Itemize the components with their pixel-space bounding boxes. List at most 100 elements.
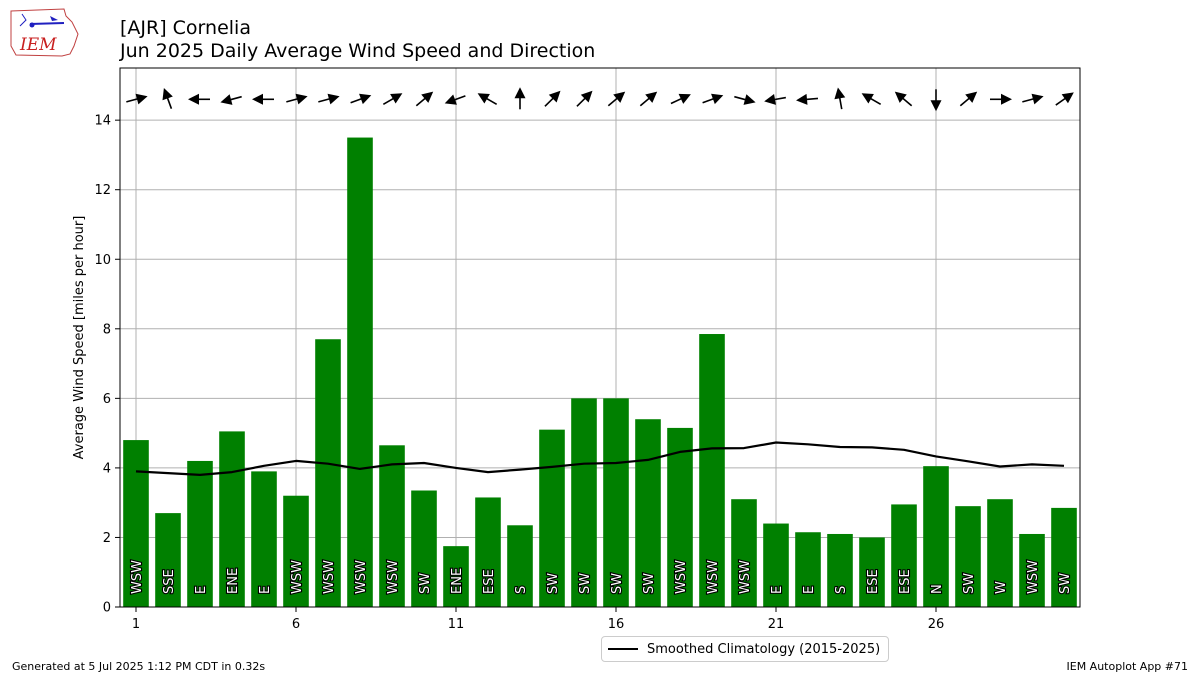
arrow-shaft — [702, 97, 715, 104]
wind-speed-bar — [923, 466, 949, 607]
wind-direction-arrow — [959, 91, 978, 107]
direction-label: E — [194, 586, 209, 594]
wind-direction-arrow — [318, 93, 340, 105]
wind-speed-bar — [763, 523, 789, 607]
direction-label: SW — [610, 573, 625, 594]
x-tick-label: 21 — [768, 617, 785, 632]
direction-label: ENE — [226, 568, 241, 594]
wind-speed-bar — [251, 471, 277, 607]
arrow-shaft — [639, 97, 651, 107]
wind-speed-bar — [731, 499, 757, 607]
arrow-head — [1061, 92, 1074, 104]
wind-speed-bar — [987, 499, 1013, 607]
wind-speed-bar — [955, 506, 981, 607]
direction-label: WSW — [738, 560, 753, 594]
direction-label: ENE — [450, 568, 465, 594]
y-tick-label: 8 — [103, 322, 111, 337]
y-tick-label: 6 — [103, 392, 111, 407]
arrow-shaft — [318, 98, 331, 103]
arrow-shaft — [901, 97, 913, 107]
wind-direction-arrow — [382, 93, 403, 105]
arrow-head — [162, 88, 173, 101]
arrow-shaft — [485, 97, 498, 105]
wind-speed-bar — [379, 445, 405, 607]
wind-direction-arrow — [514, 87, 526, 110]
arrow-shaft — [805, 97, 819, 101]
direction-label: SW — [418, 573, 433, 594]
arrow-head — [894, 91, 907, 103]
arrow-head — [678, 93, 691, 104]
direction-label: S — [834, 586, 849, 594]
direction-label: WSW — [1026, 560, 1041, 594]
arrow-shaft — [670, 97, 683, 105]
wind-direction-arrow — [930, 89, 942, 112]
wind-direction-arrow — [1055, 92, 1074, 106]
direction-label: WSW — [290, 560, 305, 594]
arrow-shaft — [126, 98, 139, 103]
iem-logo: IEM — [8, 6, 80, 60]
arrow-head — [220, 94, 233, 105]
arrow-shaft — [773, 96, 786, 101]
wind-speed-bar — [635, 419, 661, 607]
direction-label: E — [770, 586, 785, 594]
direction-label: S — [514, 586, 529, 594]
arrow-shaft — [838, 97, 843, 110]
arrow-head — [390, 93, 403, 104]
wind-speed-bar — [315, 339, 341, 607]
direction-label: N — [930, 584, 945, 594]
arrow-head — [252, 93, 263, 105]
wind-speed-bar — [827, 533, 853, 607]
wind-speed-bar — [411, 490, 437, 607]
arrow-head — [796, 93, 808, 105]
x-tick-label: 1 — [132, 617, 140, 632]
x-tick-label: 11 — [448, 617, 465, 632]
arrow-head — [965, 91, 978, 103]
arrow-shaft — [959, 97, 971, 107]
arrow-shaft — [1055, 97, 1067, 106]
wind-speed-bar — [603, 398, 629, 607]
arrow-shaft — [382, 97, 395, 105]
wind-speed-bar — [283, 495, 309, 607]
arrow-shaft — [576, 97, 586, 107]
wind-direction-arrow — [576, 90, 593, 107]
arrow-shaft — [166, 97, 173, 109]
y-axis-label: Average Wind Speed [miles per hour] — [72, 216, 87, 460]
wind-speed-bar — [187, 460, 213, 607]
wind-direction-arrow — [607, 91, 626, 107]
wind-direction-arrow — [544, 90, 561, 107]
wind-direction-arrow — [444, 94, 466, 105]
x-tick-label: 6 — [292, 617, 300, 632]
wind-direction-arrow — [734, 94, 756, 105]
wind-arrows-layer — [126, 87, 1074, 112]
wind-speed-bar — [347, 137, 373, 607]
arrow-shaft — [734, 95, 747, 101]
arrow-shaft — [869, 97, 882, 105]
arrow-head — [444, 94, 457, 105]
wind-direction-arrow — [702, 93, 724, 105]
wind-speed-bar — [571, 398, 597, 607]
direction-label: SW — [546, 573, 561, 594]
x-tick-label: 26 — [928, 617, 945, 632]
bars-layer — [123, 137, 1077, 607]
chart-subtitle: Jun 2025 Daily Average Wind Speed and Di… — [120, 40, 596, 62]
wind-speed-bar — [1019, 533, 1045, 607]
arrow-head — [477, 93, 490, 104]
footer-app: IEM Autoplot App #71 — [1066, 660, 1189, 673]
direction-label: SW — [962, 573, 977, 594]
wind-speed-bar — [443, 546, 469, 607]
legend-line-swatch — [608, 648, 638, 650]
x-tick-label: 16 — [608, 617, 625, 632]
direction-labels-layer: WSW SSE E ENE E WSW WSW WSW WSW SW ENE ESE S SW SW SW SW… — [129, 559, 1074, 595]
wind-direction-arrow — [1022, 93, 1044, 105]
arrow-head — [295, 93, 308, 105]
wind-speed-bar — [123, 440, 149, 607]
arrow-head — [711, 93, 724, 105]
arrow-head — [514, 87, 526, 99]
direction-label: W — [994, 581, 1009, 594]
direction-label: WSW — [386, 560, 401, 594]
direction-label: WSW — [354, 560, 369, 594]
direction-label: SW — [1058, 573, 1073, 594]
wind-direction-arrow — [126, 93, 148, 105]
